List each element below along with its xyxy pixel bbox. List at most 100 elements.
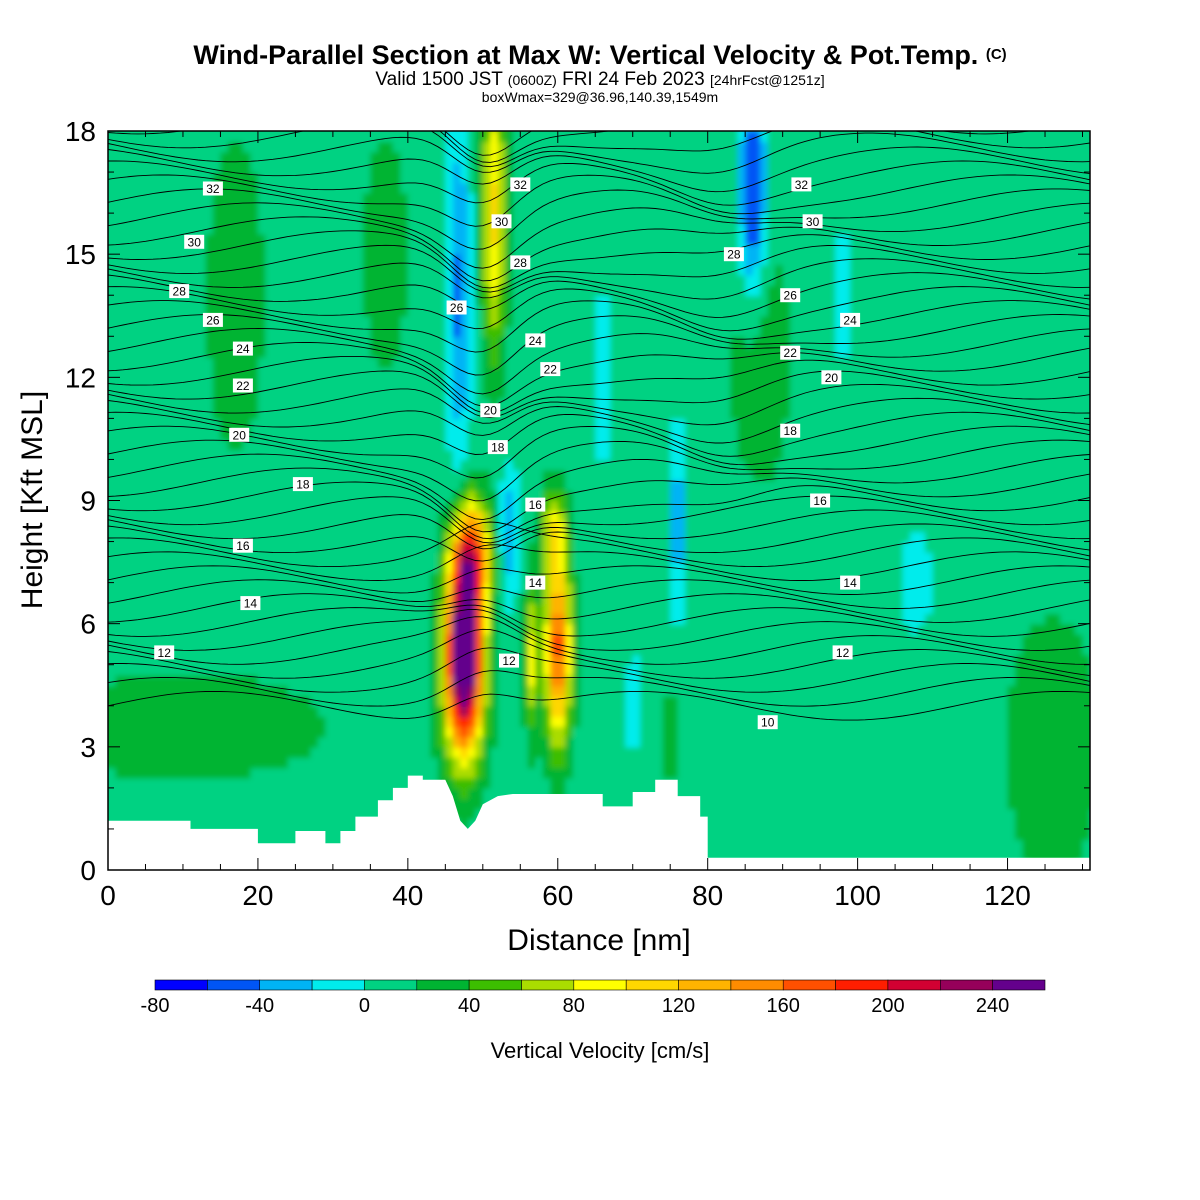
velocity-cell <box>520 592 529 604</box>
velocity-cell <box>347 500 357 512</box>
velocity-cell <box>505 428 514 440</box>
velocity-cell <box>520 695 529 707</box>
velocity-cell <box>235 592 244 604</box>
velocity-cell <box>310 613 319 625</box>
velocity-cell <box>130 295 139 307</box>
velocity-cell <box>168 777 177 789</box>
velocity-cell <box>370 223 379 235</box>
velocity-cell <box>385 274 394 286</box>
velocity-cell <box>212 490 222 502</box>
velocity-cell <box>347 613 357 625</box>
velocity-cell <box>138 377 147 389</box>
velocity-cell <box>272 490 282 502</box>
velocity-cell <box>145 500 154 512</box>
velocity-cell <box>212 603 222 615</box>
velocity-cell <box>385 387 394 399</box>
velocity-cell <box>145 675 154 687</box>
velocity-cell <box>332 787 342 799</box>
velocity-cell <box>160 500 169 512</box>
velocity-cell <box>205 705 214 717</box>
velocity-cell <box>460 172 469 184</box>
velocity-cell <box>565 716 574 728</box>
velocity-cell <box>557 202 567 214</box>
velocity-cell <box>302 736 312 748</box>
velocity-cell <box>212 623 222 635</box>
velocity-cell <box>407 521 417 533</box>
velocity-cell <box>550 428 559 440</box>
velocity-cell <box>482 418 492 430</box>
velocity-cell <box>145 356 154 368</box>
velocity-cell <box>557 438 567 450</box>
velocity-cell <box>272 172 282 184</box>
velocity-cell <box>512 459 522 471</box>
velocity-cell <box>257 377 267 389</box>
velocity-cell <box>527 592 537 604</box>
velocity-cell <box>295 213 304 225</box>
velocity-cell <box>145 716 154 728</box>
velocity-cell <box>430 572 439 584</box>
velocity-cell <box>542 757 552 769</box>
velocity-cell <box>115 705 124 717</box>
velocity-cell <box>310 438 319 450</box>
velocity-cell <box>130 531 139 543</box>
velocity-cell <box>355 397 364 409</box>
velocity-cell <box>235 408 244 420</box>
velocity-cell <box>183 315 192 327</box>
velocity-cell <box>108 603 117 615</box>
velocity-cell <box>460 521 469 533</box>
velocity-cell <box>145 767 154 779</box>
velocity-cell <box>295 336 304 348</box>
velocity-cell <box>332 192 342 204</box>
velocity-cell <box>347 777 357 789</box>
velocity-cell <box>123 685 132 697</box>
velocity-cell <box>512 787 522 799</box>
velocity-cell <box>265 500 274 512</box>
velocity-cell <box>535 664 544 676</box>
velocity-cell <box>153 131 162 132</box>
velocity-cell <box>265 541 274 553</box>
velocity-cell <box>385 500 394 512</box>
velocity-cell <box>145 798 154 810</box>
velocity-cell <box>242 757 252 769</box>
velocity-cell <box>235 654 244 666</box>
velocity-cell <box>497 141 507 153</box>
velocity-cell <box>123 428 132 440</box>
velocity-cell <box>557 315 567 327</box>
velocity-cell <box>317 551 327 563</box>
velocity-cell <box>198 603 207 615</box>
velocity-cell <box>550 551 559 563</box>
velocity-cell <box>482 151 492 163</box>
velocity-cell <box>415 767 424 779</box>
velocity-cell <box>392 141 402 153</box>
velocity-cell <box>520 562 529 574</box>
velocity-cell <box>437 675 447 687</box>
velocity-cell <box>242 243 252 255</box>
velocity-cell <box>535 551 544 563</box>
velocity-cell <box>407 213 417 225</box>
velocity-cell <box>220 798 229 810</box>
velocity-cell <box>497 531 507 543</box>
velocity-cell <box>220 469 229 481</box>
velocity-cell <box>302 695 312 707</box>
velocity-cell <box>183 870 191 881</box>
velocity-cell <box>123 654 132 666</box>
velocity-cell <box>115 623 124 635</box>
velocity-cell <box>355 356 364 368</box>
velocity-cell <box>565 223 574 235</box>
velocity-cell <box>542 500 552 512</box>
velocity-cell <box>317 336 327 348</box>
velocity-cell <box>355 202 364 214</box>
velocity-cell <box>430 685 439 697</box>
velocity-cell <box>227 243 237 255</box>
velocity-cell <box>212 233 222 245</box>
velocity-cell <box>108 726 117 738</box>
velocity-cell <box>520 613 529 625</box>
velocity-cell <box>490 243 499 255</box>
velocity-cell <box>220 675 229 687</box>
velocity-cell <box>497 459 507 471</box>
velocity-cell <box>325 397 334 409</box>
velocity-cell <box>317 541 327 553</box>
velocity-cell <box>422 633 432 645</box>
velocity-cell <box>385 367 394 379</box>
velocity-cell <box>295 510 304 522</box>
